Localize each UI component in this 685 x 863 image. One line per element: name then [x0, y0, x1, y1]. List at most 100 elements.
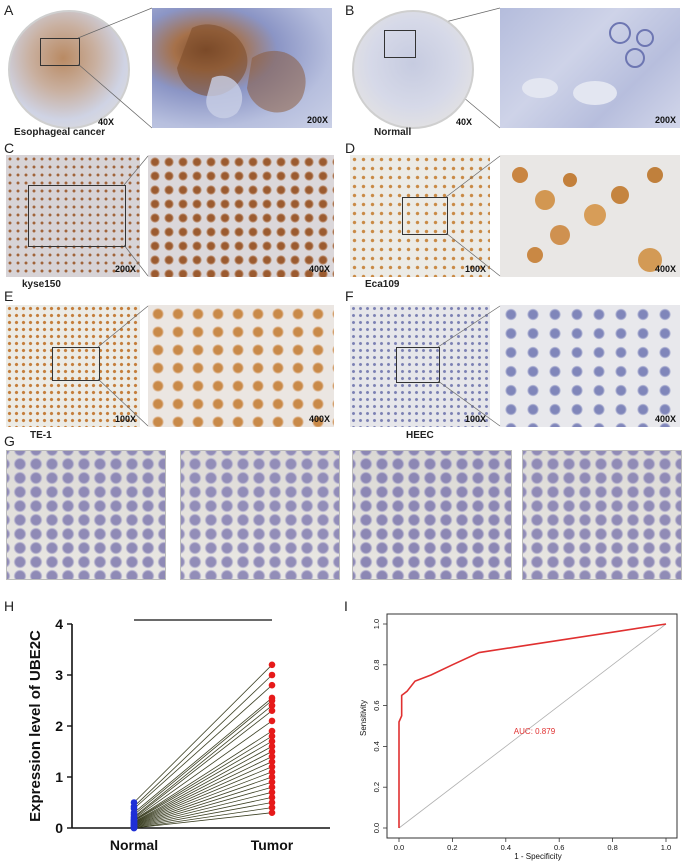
ihc-image-eca109-100x: 100X	[350, 155, 490, 277]
tumor-point	[268, 768, 276, 776]
tumor-point	[268, 748, 276, 755]
tma-slide-4	[522, 450, 682, 580]
magnification-label: 100X	[464, 414, 486, 424]
panel-label-c: C	[4, 140, 15, 156]
tumor-point	[268, 794, 276, 801]
tumor-point	[268, 727, 276, 735]
magnification-label: 400X	[308, 264, 330, 274]
tumor-point	[268, 738, 276, 745]
pair-line	[133, 684, 273, 809]
tumor-point	[268, 778, 276, 786]
magnification-label: 40X	[456, 117, 473, 127]
x-tick-label: 0.0	[394, 843, 404, 852]
pair-line	[133, 776, 273, 826]
ihc-image-eca109-400x: 400X	[500, 155, 680, 277]
panel-label-e: E	[4, 288, 14, 304]
y-tick-label: 0	[55, 820, 63, 836]
panel-label-i: I	[344, 598, 348, 614]
ihc-image-kyse150-400x: 400X	[148, 155, 334, 277]
tma-slide-3	[352, 450, 512, 580]
y-tick-label: 1.0	[372, 619, 381, 629]
x-tick-label: 0.6	[554, 843, 564, 852]
tumor-point	[268, 671, 276, 679]
ihc-image-heec-100x: 100X	[350, 305, 490, 427]
panel-caption-e: TE-1	[30, 430, 52, 441]
ihc-image-te1-400x: 400X	[148, 305, 334, 427]
pair-line	[133, 664, 273, 803]
panel-label-h: H	[4, 598, 15, 614]
panel-caption-c: kyse150	[22, 279, 61, 290]
pair-line	[133, 746, 273, 823]
magnification-label: 200X	[654, 115, 676, 125]
zoom-region-box	[40, 38, 80, 66]
y-tick-label: 0.8	[372, 660, 381, 670]
ihc-image-te1-100x: 100X	[6, 305, 140, 427]
stained-tissue-texture	[177, 24, 306, 119]
pair-line	[133, 786, 273, 827]
pair-line	[133, 761, 273, 824]
magnification-label: 100X	[114, 414, 136, 424]
x-tick-label: 0.8	[607, 843, 617, 852]
panel-label-f: F	[345, 288, 354, 304]
tumor-point	[268, 707, 276, 714]
reference-diagonal	[398, 623, 667, 829]
pair-line	[133, 730, 273, 821]
y-tick-label: 0.4	[372, 741, 381, 751]
significance-label: ***	[194, 610, 213, 616]
pair-line	[133, 740, 273, 822]
y-tick-label: 0.6	[372, 700, 381, 710]
tumor-point	[268, 732, 276, 740]
tumor-point	[268, 799, 276, 806]
x-axis-label: 1 - Specificity	[514, 852, 562, 861]
tumor-point	[268, 809, 276, 816]
x-tick-label: 1.0	[661, 843, 671, 852]
pair-line	[133, 720, 273, 820]
panel-label-b: B	[345, 2, 355, 18]
tumor-point	[268, 763, 276, 771]
pair-line	[133, 802, 273, 828]
magnification-label: 200X	[114, 264, 136, 274]
plot-frame	[386, 613, 678, 839]
zoom-region-box	[396, 347, 440, 383]
zoom-region-box	[52, 347, 100, 381]
tumor-point	[268, 681, 276, 689]
ihc-image-kyse150-200x: 200X	[6, 155, 140, 277]
tumor-point	[268, 753, 276, 760]
ihc-image-esophageal-cancer-200x: 200X	[152, 8, 332, 128]
zoom-connector-lines-cd	[123, 155, 501, 277]
magnification-label: 40X	[98, 117, 115, 127]
panel-caption-f: HEEC	[406, 430, 434, 441]
x-category-tumor: Tumor	[251, 837, 294, 853]
tumor-point	[268, 804, 276, 811]
pair-line	[133, 781, 273, 826]
pair-line	[133, 710, 273, 819]
tumor-point	[268, 773, 276, 781]
panel-caption-b: Normall	[374, 127, 412, 138]
tumor-point	[268, 783, 276, 791]
x-tick-label: 0.4	[501, 843, 511, 852]
y-tick-label: 0.0	[372, 823, 381, 833]
panel-caption-d: Eca109	[365, 279, 400, 290]
panel-label-d: D	[345, 140, 356, 156]
magnification-label: 100X	[464, 264, 486, 274]
pair-line	[133, 697, 273, 814]
pair-line	[133, 807, 273, 829]
zoom-connector-lines-ef	[97, 305, 501, 427]
roc-curve	[398, 623, 667, 828]
panel-label-a: A	[4, 2, 14, 18]
x-category-normal: Normal	[110, 837, 158, 853]
y-tick-label: 4	[55, 616, 63, 632]
magnification-label: 400X	[654, 414, 676, 424]
tma-slide-2	[180, 450, 340, 580]
ihc-image-heec-400x: 400X	[500, 305, 680, 427]
normal-point	[130, 824, 138, 832]
tumor-point	[268, 661, 276, 669]
y-axis-label: Expression level of UBE2C	[27, 630, 44, 822]
y-tick-label: 0.2	[372, 782, 381, 792]
zoom-region-box	[384, 30, 416, 58]
pair-line	[133, 700, 273, 816]
pair-line	[133, 756, 273, 824]
chart-roc-curve: Sensitivity 1 - Specificity 0.0 0.2 0.4 0.6…	[359, 613, 678, 861]
panel-label-g: G	[4, 433, 15, 449]
pair-line	[133, 674, 273, 807]
